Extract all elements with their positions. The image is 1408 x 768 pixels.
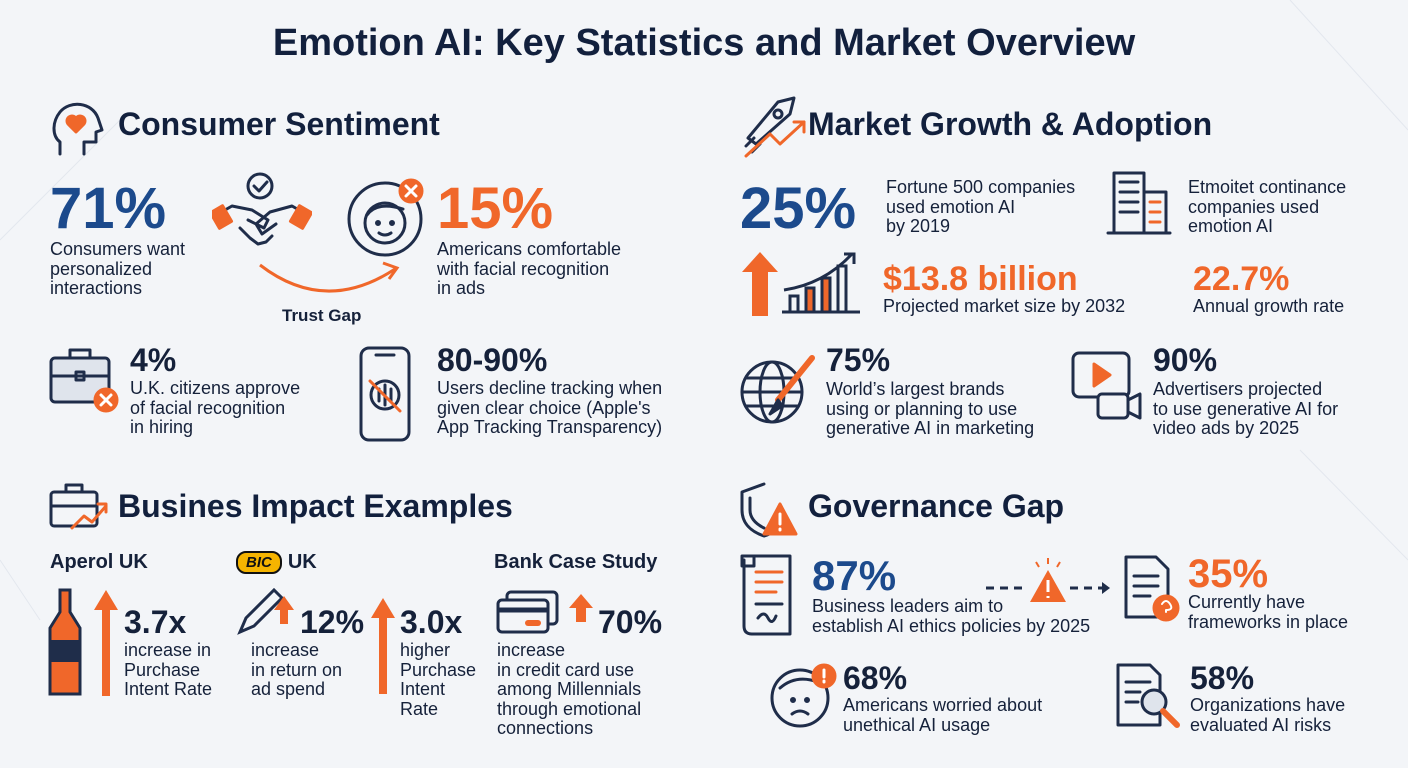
briefcase-growth-icon xyxy=(49,483,108,530)
case-name: UK xyxy=(287,550,317,573)
stat-text: Organizations have evaluated AI risks xyxy=(1190,695,1346,735)
document-magnifier-icon xyxy=(1116,663,1180,728)
stat-value: 3.0x xyxy=(400,604,463,640)
trust-gap-arrow xyxy=(259,261,400,293)
stat-value: 71% xyxy=(50,176,167,241)
stat-value: 4% xyxy=(130,342,177,378)
stat-value: 25% xyxy=(740,176,857,241)
stat-text: Advertisers projected to use generative … xyxy=(1153,379,1339,438)
growth-chart-icon xyxy=(742,252,860,316)
pen-arrow-icon xyxy=(237,588,294,635)
case-header: BIC UK xyxy=(236,550,317,574)
stat-text: Consumers want personalized interactions xyxy=(50,239,186,298)
stat-text: Americans worried about unethical AI usa… xyxy=(843,695,1043,735)
video-icon xyxy=(1071,351,1142,420)
stat-text: Annual growth rate xyxy=(1193,296,1345,316)
bottle-arrow-icon xyxy=(48,588,118,696)
trust-gap-label: Trust Gap xyxy=(282,306,362,325)
case-name: Aperol UK xyxy=(50,551,148,573)
head-heart-icon xyxy=(52,102,104,156)
up-arrow-icon xyxy=(371,598,395,694)
brand-logo: BIC xyxy=(236,550,282,574)
section-heading: Consumer Sentiment xyxy=(118,106,440,142)
handshake-icon xyxy=(212,172,312,246)
stat-value: $13.8 billion xyxy=(883,260,1078,298)
briefcase-x-icon xyxy=(49,348,119,413)
globe-brush-icon xyxy=(740,355,815,424)
stat-text: World’s largest brands using or planning… xyxy=(826,379,1035,438)
stat-text: increase in return on ad spend xyxy=(251,640,343,699)
stat-value: 87% xyxy=(812,552,897,599)
stat-text: increase in credit card use among Millen… xyxy=(497,640,642,738)
stat-text: higher Purchase Intent Rate xyxy=(400,640,477,719)
stat-text: Currently have frameworks in place xyxy=(1188,592,1349,632)
case-name: Bank Case Study xyxy=(494,551,658,573)
stat-text: Projected market size by 2032 xyxy=(883,296,1126,316)
stat-text: U.K. citizens approve of facial recognit… xyxy=(130,378,301,437)
section-heading: Market Growth & Adoption xyxy=(808,106,1213,142)
section-heading: Governance Gap xyxy=(808,488,1065,524)
stat-value: 70% xyxy=(598,604,663,640)
stat-text: increase in Purchase Intent Rate xyxy=(124,640,213,699)
stat-value: 58% xyxy=(1190,660,1255,696)
face-x-icon xyxy=(347,178,424,257)
stat-text: Users decline tracking when given clear … xyxy=(437,378,663,437)
stat-value: 15% xyxy=(437,176,554,241)
cards-arrow-icon xyxy=(496,590,593,634)
document-question-icon xyxy=(1124,555,1180,622)
page-title: Emotion AI: Key Statistics and Market Ov… xyxy=(272,22,1136,64)
worried-face-icon xyxy=(770,663,837,728)
phone-fingerprint-icon xyxy=(359,346,411,442)
stat-value: 90% xyxy=(1153,342,1218,378)
stat-value: 3.7x xyxy=(124,604,187,640)
stat-value: 12% xyxy=(300,604,365,640)
section-heading: Busines Impact Examples xyxy=(118,488,513,524)
stat-value: 22.7% xyxy=(1193,260,1290,298)
note-text: Etmoitet continance companies used emoti… xyxy=(1188,177,1347,236)
building-icon xyxy=(1106,171,1172,235)
scroll-icon xyxy=(740,554,792,636)
stat-value: 75% xyxy=(826,342,891,378)
stat-text: Business leaders aim to establish AI eth… xyxy=(812,596,1091,636)
stat-value: 80-90% xyxy=(437,342,548,378)
gap-arrow xyxy=(986,558,1110,602)
shield-warning-icon xyxy=(740,482,798,538)
stat-value: 35% xyxy=(1188,552,1269,596)
rocket-icon xyxy=(744,96,806,158)
stat-text: Americans comfortable with facial recogn… xyxy=(437,239,622,298)
stat-value: 68% xyxy=(843,660,908,696)
stat-text: Fortune 500 companies used emotion AI by… xyxy=(886,177,1076,236)
